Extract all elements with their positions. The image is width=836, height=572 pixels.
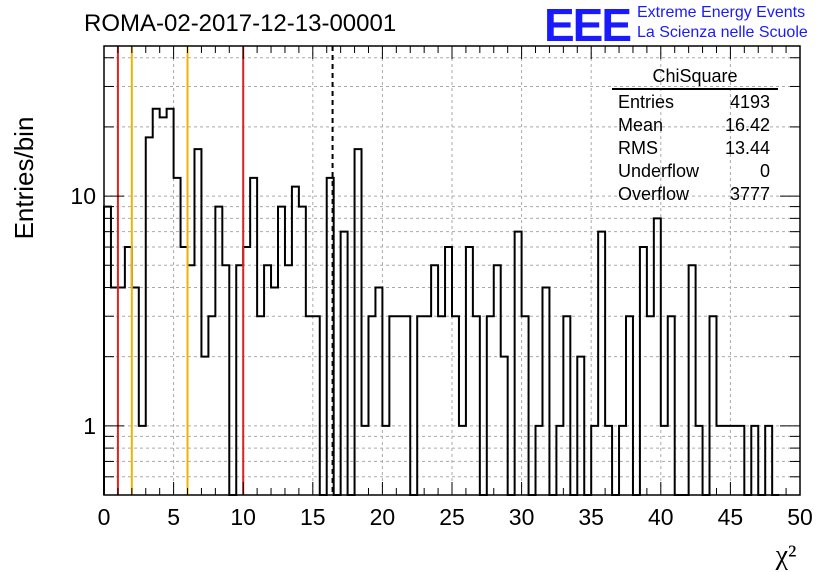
stats-label: RMS [618,138,658,158]
histogram-bin [153,109,160,495]
x-tick-label: 20 [370,504,396,530]
x-tick-label: 50 [787,504,813,530]
x-tick-label: 5 [167,504,180,530]
histogram-outline [103,107,780,496]
histogram-bin [271,288,278,495]
histogram-bin [278,207,285,495]
histogram-bin [118,288,125,495]
histogram-bin [285,265,292,495]
stats-value: 3777 [729,184,770,204]
stats-label: Overflow [618,184,690,204]
histogram-bin [188,265,195,495]
reference-lines [116,46,334,495]
histogram-bin [591,316,598,495]
histogram-bin [111,288,118,495]
histogram-bin [341,232,348,495]
x-tick-label: 10 [230,504,256,530]
chart-title: ROMA-02-2017-12-13-00001 [84,10,397,37]
histogram-bin [480,316,487,495]
histogram-bin [814,426,821,495]
stats-value: 13.44 [724,138,770,158]
stats-name: ChiSquare [612,66,778,90]
histogram-bin [584,316,591,495]
x-tick-label: 40 [648,504,674,530]
histogram-bin [765,316,772,495]
histogram-bin [174,178,181,495]
x-tick-label: 35 [578,504,604,530]
histogram-bin [689,232,696,495]
stats-row: Entries 4193 [612,92,778,115]
histogram-bin [355,149,362,495]
histogram-bin [375,288,382,495]
histogram-bin [570,288,577,495]
histogram-bin [299,207,306,495]
histogram-bin [452,265,459,495]
y-tick-label: 1 [83,413,96,439]
histogram-bin [459,316,466,495]
histogram-marks [103,107,821,496]
histogram-bin [292,187,299,495]
histogram-bin [417,316,424,495]
histogram-bin [264,265,271,495]
histogram-bin [215,207,222,495]
histogram-bin [758,265,765,495]
stats-row: Overflow 3777 [612,184,778,207]
histogram-bin [243,247,250,495]
stats-row: RMS 13.44 [612,138,778,161]
histogram-bin [522,316,529,495]
stats-row: Underflow 0 [612,161,778,184]
y-tick-label: 10 [70,183,96,209]
histogram-bin [473,316,480,495]
histogram-bin [250,178,257,495]
histogram-bin [160,117,167,495]
histogram-bin [125,247,132,495]
axis-ticks [103,46,801,496]
histogram-bin [716,316,723,495]
histogram-bin [494,265,501,495]
histogram-bin [368,316,375,495]
histogram-bin [236,265,243,495]
histogram-bin [222,265,229,495]
histogram-bin [306,316,313,495]
stats-box: ChiSquare Entries 4193 Mean 16.42 RMS 13.44… [612,66,778,207]
histogram-bin [542,288,549,495]
histogram-bin [438,316,445,495]
stats-label: Entries [618,92,675,112]
histogram-bin [633,288,640,495]
y-axis-label: Entries/bin [9,117,39,240]
histogram-bin [410,316,417,495]
x-tick-label: 0 [98,504,111,530]
histogram-bin [431,265,438,495]
x-tick-label: 45 [718,504,744,530]
histogram-bin [389,316,396,495]
stats-value: 0 [759,161,770,181]
x-tick-label: 25 [439,504,465,530]
histogram-bin [132,288,139,495]
histogram-bin [194,149,201,495]
x-axis-label: χ² [775,540,797,571]
histogram-bin [577,265,584,495]
axis-tick-labels: 0 5 10 15 20 25 30 35 40 45 50 1 10 [70,183,812,530]
logo-line-2: La Scienza nelle Scuole [637,24,808,41]
stats-label: Mean [618,115,664,135]
histogram-bin [257,316,264,495]
histogram-bin [536,232,543,495]
grid-lines [104,46,800,496]
histogram-bin [396,316,403,495]
histogram-bin [181,247,188,495]
histogram-bin [104,207,111,495]
histogram-bin [167,109,174,495]
histogram-bin [313,316,320,495]
histogram-bin [208,316,215,495]
stats-value: 16.42 [724,115,770,135]
stats-row: Mean 16.42 [612,115,778,138]
eee-logo: EEE [544,0,632,51]
stats-label: Underflow [618,161,700,181]
x-tick-label: 15 [300,504,326,530]
logo-caption: Extreme Energy Events La Scienza nelle S… [637,3,808,43]
x-tick-label: 30 [509,504,535,530]
logo-line-1: Extreme Energy Events [637,4,806,21]
stats-value: 4193 [729,92,770,112]
